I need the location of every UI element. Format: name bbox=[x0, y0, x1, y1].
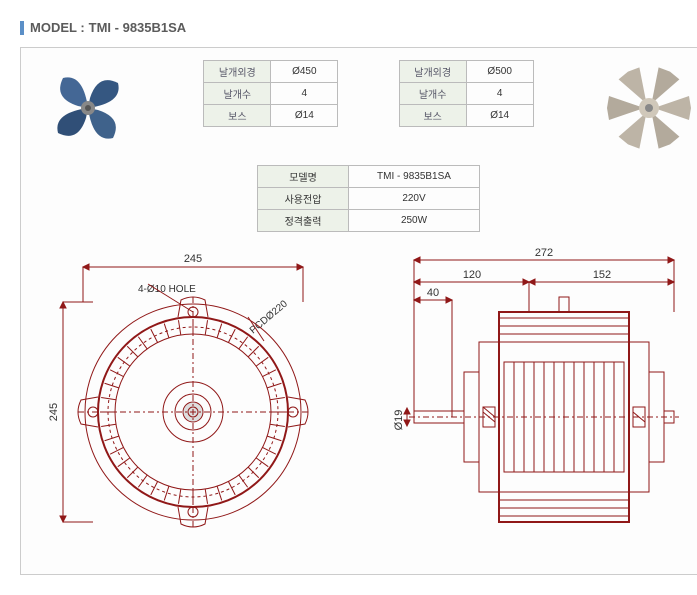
table-row: 날개외경 Ø450 bbox=[204, 61, 338, 83]
dim-total: 272 bbox=[535, 247, 553, 259]
content-panel: 날개외경 Ø450 날개수 4 보스 Ø14 날개외경 Ø500 bbox=[20, 47, 697, 575]
model-value: TMI - 9835B1SA bbox=[89, 20, 187, 35]
table-row: 날개수 4 bbox=[204, 83, 338, 105]
dim-shaft-ext: 40 bbox=[427, 287, 439, 299]
model-header: MODEL : TMI - 9835B1SA bbox=[20, 20, 697, 35]
cell-label: 보스 bbox=[399, 105, 466, 127]
cell-value: Ø14 bbox=[271, 105, 338, 127]
cell-value: Ø500 bbox=[466, 61, 533, 83]
fan2-image bbox=[594, 60, 697, 155]
table-row: 정격출력 250W bbox=[258, 210, 480, 232]
dim-height: 245 bbox=[48, 403, 60, 421]
dim-width: 245 bbox=[184, 253, 202, 265]
table-row: 보스 Ø14 bbox=[399, 105, 533, 127]
model-table-wrap: 모델명 TMI - 9835B1SA 사용전압 220V 정격출력 250W bbox=[33, 165, 697, 232]
fan2-spec-table: 날개외경 Ø500 날개수 4 보스 Ø14 bbox=[399, 60, 534, 127]
fan1-image bbox=[33, 60, 143, 155]
cell-value: 4 bbox=[271, 83, 338, 105]
table-row: 사용전압 220V bbox=[258, 188, 480, 210]
dim-seg1: 120 bbox=[463, 269, 481, 281]
cell-value: Ø450 bbox=[271, 61, 338, 83]
dim-seg2: 152 bbox=[593, 269, 611, 281]
cell-label: 정격출력 bbox=[258, 210, 349, 232]
dim-shaft-dia: Ø19 bbox=[393, 410, 405, 431]
cell-label: 날개수 bbox=[204, 83, 271, 105]
cell-value: TMI - 9835B1SA bbox=[349, 166, 480, 188]
side-view-drawing: 272 120 152 40 Ø19 bbox=[384, 242, 694, 562]
model-spec-table: 모델명 TMI - 9835B1SA 사용전압 220V 정격출력 250W bbox=[257, 165, 480, 232]
cell-label: 날개외경 bbox=[399, 61, 466, 83]
cell-value: Ø14 bbox=[466, 105, 533, 127]
cell-label: 보스 bbox=[204, 105, 271, 127]
cell-value: 4 bbox=[466, 83, 533, 105]
cell-label: 날개수 bbox=[399, 83, 466, 105]
table-row: 보스 Ø14 bbox=[204, 105, 338, 127]
model-label: MODEL : bbox=[30, 20, 85, 35]
cell-label: 사용전압 bbox=[258, 188, 349, 210]
table-row: 날개수 4 bbox=[399, 83, 533, 105]
top-specs-row: 날개외경 Ø450 날개수 4 보스 Ø14 날개외경 Ø500 bbox=[33, 60, 697, 155]
hole-label: 4-Ø10 HOLE bbox=[138, 284, 196, 295]
pcd-label: PCDØ220 bbox=[248, 298, 290, 336]
cell-value: 250W bbox=[349, 210, 480, 232]
header-bullet bbox=[20, 21, 24, 35]
table-row: 모델명 TMI - 9835B1SA bbox=[258, 166, 480, 188]
cell-value: 220V bbox=[349, 188, 480, 210]
cell-label: 날개외경 bbox=[204, 61, 271, 83]
front-view-drawing: 245 245 4-Ø10 HOLE PCDØ220 bbox=[43, 242, 343, 562]
table-row: 날개외경 Ø500 bbox=[399, 61, 533, 83]
cell-label: 모델명 bbox=[258, 166, 349, 188]
fan1-spec-table: 날개외경 Ø450 날개수 4 보스 Ø14 bbox=[203, 60, 338, 127]
drawings-row: 245 245 4-Ø10 HOLE PCDØ220 bbox=[33, 242, 697, 562]
